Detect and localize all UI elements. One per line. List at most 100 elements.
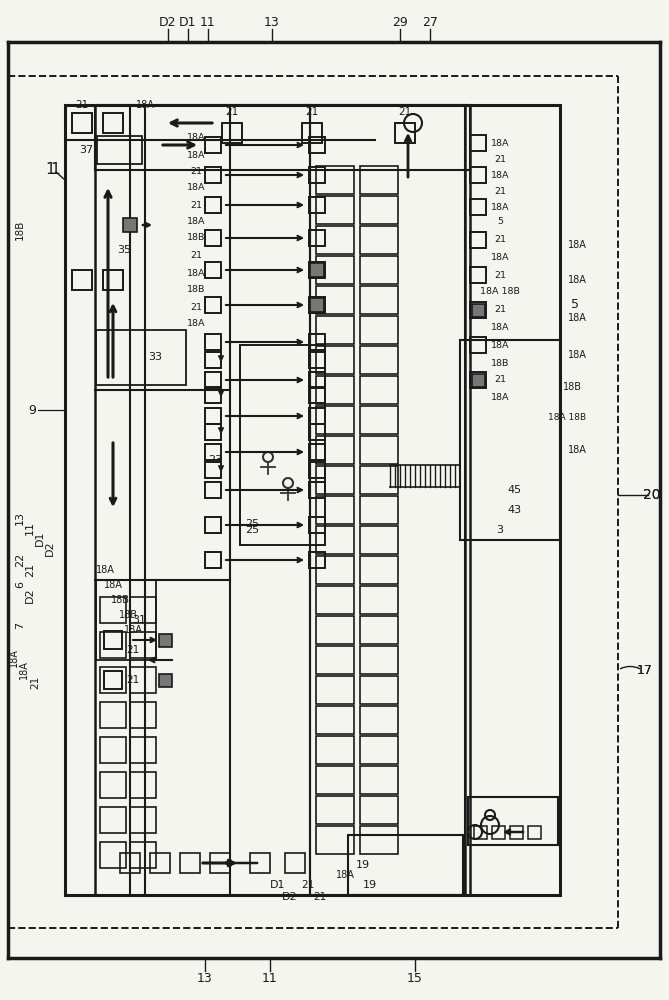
Text: 21: 21	[494, 155, 506, 164]
Bar	[395, 123, 415, 143]
Bar	[316, 346, 354, 374]
Text: 18A: 18A	[19, 661, 29, 679]
Text: 21: 21	[190, 250, 202, 259]
Text: 18A: 18A	[491, 170, 509, 180]
Bar	[309, 297, 325, 313]
Text: 18A: 18A	[567, 275, 587, 285]
Text: 11: 11	[262, 972, 278, 984]
Text: 5: 5	[571, 298, 579, 312]
Bar	[316, 766, 354, 794]
Bar	[285, 853, 305, 873]
Text: 21: 21	[126, 675, 140, 685]
Bar	[360, 616, 398, 644]
Bar	[470, 232, 486, 248]
Bar	[205, 552, 221, 568]
Text: 21: 21	[126, 645, 140, 655]
Bar	[360, 226, 398, 254]
Bar	[100, 737, 126, 763]
Bar	[103, 270, 123, 290]
Bar	[309, 424, 325, 440]
Bar	[309, 444, 325, 460]
Text: 22: 22	[15, 553, 25, 567]
Bar	[360, 286, 398, 314]
Bar	[492, 826, 504, 838]
Text: 18B: 18B	[15, 220, 25, 240]
Bar	[360, 646, 398, 674]
Text: D2: D2	[45, 540, 55, 556]
Bar	[470, 372, 486, 388]
Bar	[309, 262, 325, 278]
Text: 18B: 18B	[491, 359, 509, 367]
Text: 18B: 18B	[563, 382, 581, 392]
Bar	[72, 270, 92, 290]
Bar	[316, 826, 354, 854]
Text: 21: 21	[30, 675, 40, 689]
Text: 18A: 18A	[567, 313, 587, 323]
Bar	[205, 334, 221, 350]
Bar	[230, 105, 310, 895]
Text: 18A: 18A	[104, 580, 122, 590]
Text: 9: 9	[28, 403, 36, 416]
Bar	[65, 105, 560, 895]
Bar	[360, 346, 398, 374]
Text: 27: 27	[422, 15, 438, 28]
Bar	[130, 667, 156, 693]
Text: 18B: 18B	[187, 233, 205, 242]
Text: 1: 1	[50, 162, 60, 178]
Bar	[316, 796, 354, 824]
Text: 21: 21	[313, 892, 326, 902]
Bar	[360, 436, 398, 464]
Bar	[96, 330, 186, 385]
Bar	[100, 702, 126, 728]
Bar	[309, 387, 325, 403]
Bar	[205, 387, 221, 403]
Text: 18B: 18B	[118, 610, 138, 620]
Bar	[150, 853, 170, 873]
Bar	[130, 597, 156, 623]
Text: 18A: 18A	[187, 184, 205, 192]
Bar	[316, 676, 354, 704]
Bar	[309, 167, 325, 183]
Bar	[130, 632, 156, 658]
Bar	[205, 462, 221, 478]
Bar	[205, 262, 221, 278]
Bar	[360, 586, 398, 614]
Bar	[72, 113, 92, 133]
Bar	[309, 482, 325, 498]
Text: 21: 21	[301, 880, 314, 890]
Bar	[470, 302, 486, 318]
Bar	[472, 304, 484, 316]
Bar	[360, 556, 398, 584]
Bar	[95, 105, 470, 895]
Bar	[205, 372, 221, 388]
Bar	[360, 166, 398, 194]
Bar	[510, 826, 522, 838]
Text: 18A 18B: 18A 18B	[548, 414, 586, 422]
Text: 21: 21	[190, 200, 202, 210]
Text: 18A: 18A	[187, 320, 205, 328]
Text: 1: 1	[45, 162, 55, 178]
Bar	[527, 826, 541, 838]
Bar	[95, 105, 470, 170]
Text: 15: 15	[407, 972, 423, 984]
Text: 13: 13	[264, 15, 280, 28]
Text: D2: D2	[282, 892, 298, 902]
Bar	[130, 842, 156, 868]
Bar	[348, 835, 463, 895]
Text: 21: 21	[305, 107, 318, 117]
Bar	[205, 352, 221, 368]
Text: 17: 17	[637, 664, 653, 676]
Bar	[310, 263, 324, 277]
Bar	[205, 517, 221, 533]
Bar	[360, 376, 398, 404]
Bar	[360, 736, 398, 764]
Bar	[309, 462, 325, 478]
Bar	[316, 526, 354, 554]
Bar	[309, 552, 325, 568]
Text: 18A: 18A	[187, 150, 205, 159]
Text: 18A 18B: 18A 18B	[480, 288, 520, 296]
Bar	[309, 408, 325, 424]
Text: 18A: 18A	[136, 100, 155, 110]
Bar	[470, 199, 486, 215]
Bar	[205, 444, 221, 460]
